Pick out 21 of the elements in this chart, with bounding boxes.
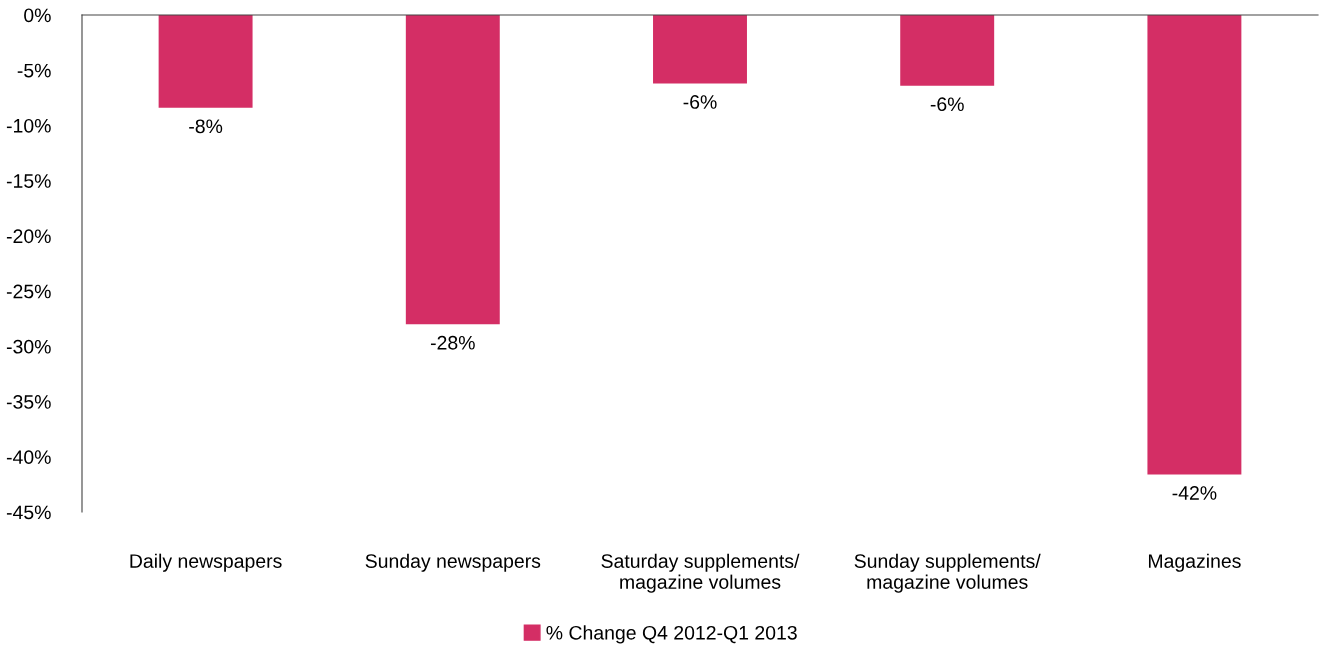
y-tick-label: -10% [6,118,51,133]
data-label: -6% [930,97,964,112]
x-tick-label: Sunday newspapers [365,553,541,572]
x-tick-label: Sunday supplements/ magazine volumes [854,553,1041,593]
y-tick-label: -30% [6,339,51,354]
y-tick-label: -25% [6,284,51,299]
y-tick-label: -20% [6,229,51,244]
data-label: -42% [1172,486,1217,500]
x-tick-label: Daily newspapers [130,553,282,572]
y-tick-label: 0% [24,8,51,23]
y-tick-label: -15% [6,174,51,188]
data-label: -28% [430,335,475,350]
x-tick-label: Saturday supplements/ magazine volumes [601,553,800,593]
data-label: -8% [189,119,223,134]
x-tick-label: Magazines [1148,553,1241,572]
y-tick-label: -35% [6,395,51,409]
y-tick-label: -5% [17,63,51,78]
y-tick-label: -45% [6,505,51,520]
legend-label: % Change Q4 2012-Q1 2013 [546,625,797,644]
y-tick-label: -40% [6,450,51,465]
data-label: -6% [683,95,717,109]
